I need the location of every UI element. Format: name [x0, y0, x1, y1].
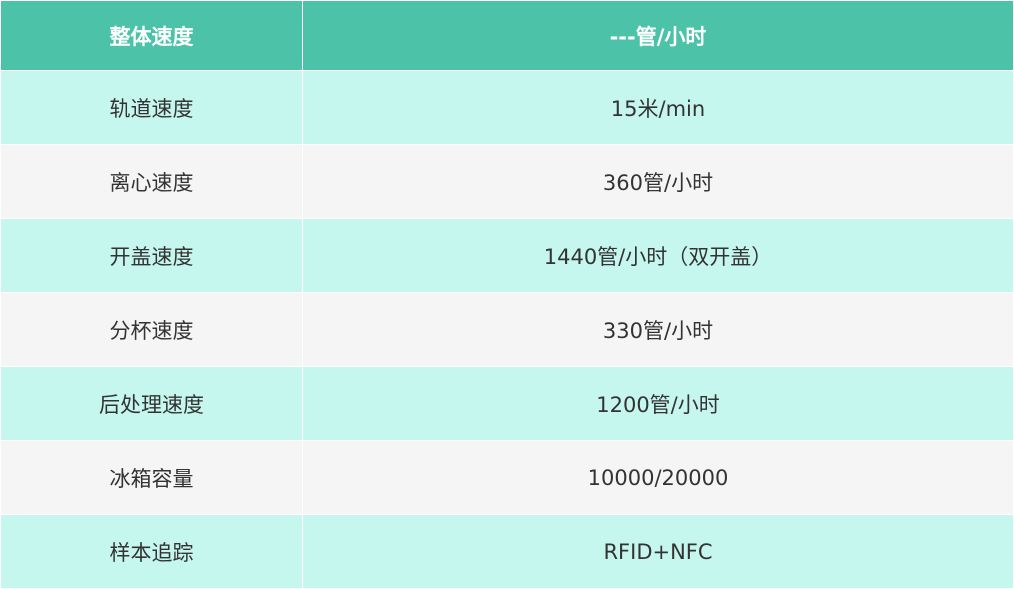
table-row: 轨道速度 15米/min [0, 70, 1014, 145]
row-label: 后处理速度 [0, 366, 303, 441]
table-row: 样本追踪 RFID+NFC [0, 514, 1014, 589]
table-row: 分杯速度 330管/小时 [0, 292, 1014, 367]
row-label: 样本追踪 [0, 514, 303, 589]
row-value: 10000/20000 [302, 440, 1014, 515]
row-label: 冰箱容量 [0, 440, 303, 515]
table-row: 后处理速度 1200管/小时 [0, 366, 1014, 441]
header-value: ---管/小时 [302, 0, 1014, 71]
row-value: 1440管/小时（双开盖） [302, 218, 1014, 293]
row-label: 分杯速度 [0, 292, 303, 367]
row-label: 开盖速度 [0, 218, 303, 293]
row-value: 360管/小时 [302, 144, 1014, 219]
row-value: RFID+NFC [302, 514, 1014, 589]
row-value: 15米/min [302, 70, 1014, 145]
table-row: 冰箱容量 10000/20000 [0, 440, 1014, 515]
header-label: 整体速度 [0, 0, 303, 71]
row-label: 离心速度 [0, 144, 303, 219]
table-row: 离心速度 360管/小时 [0, 144, 1014, 219]
table-row: 开盖速度 1440管/小时（双开盖） [0, 218, 1014, 293]
table-header: 整体速度 ---管/小时 [0, 0, 1014, 71]
row-label: 轨道速度 [0, 70, 303, 145]
row-value: 1200管/小时 [302, 366, 1014, 441]
row-value: 330管/小时 [302, 292, 1014, 367]
